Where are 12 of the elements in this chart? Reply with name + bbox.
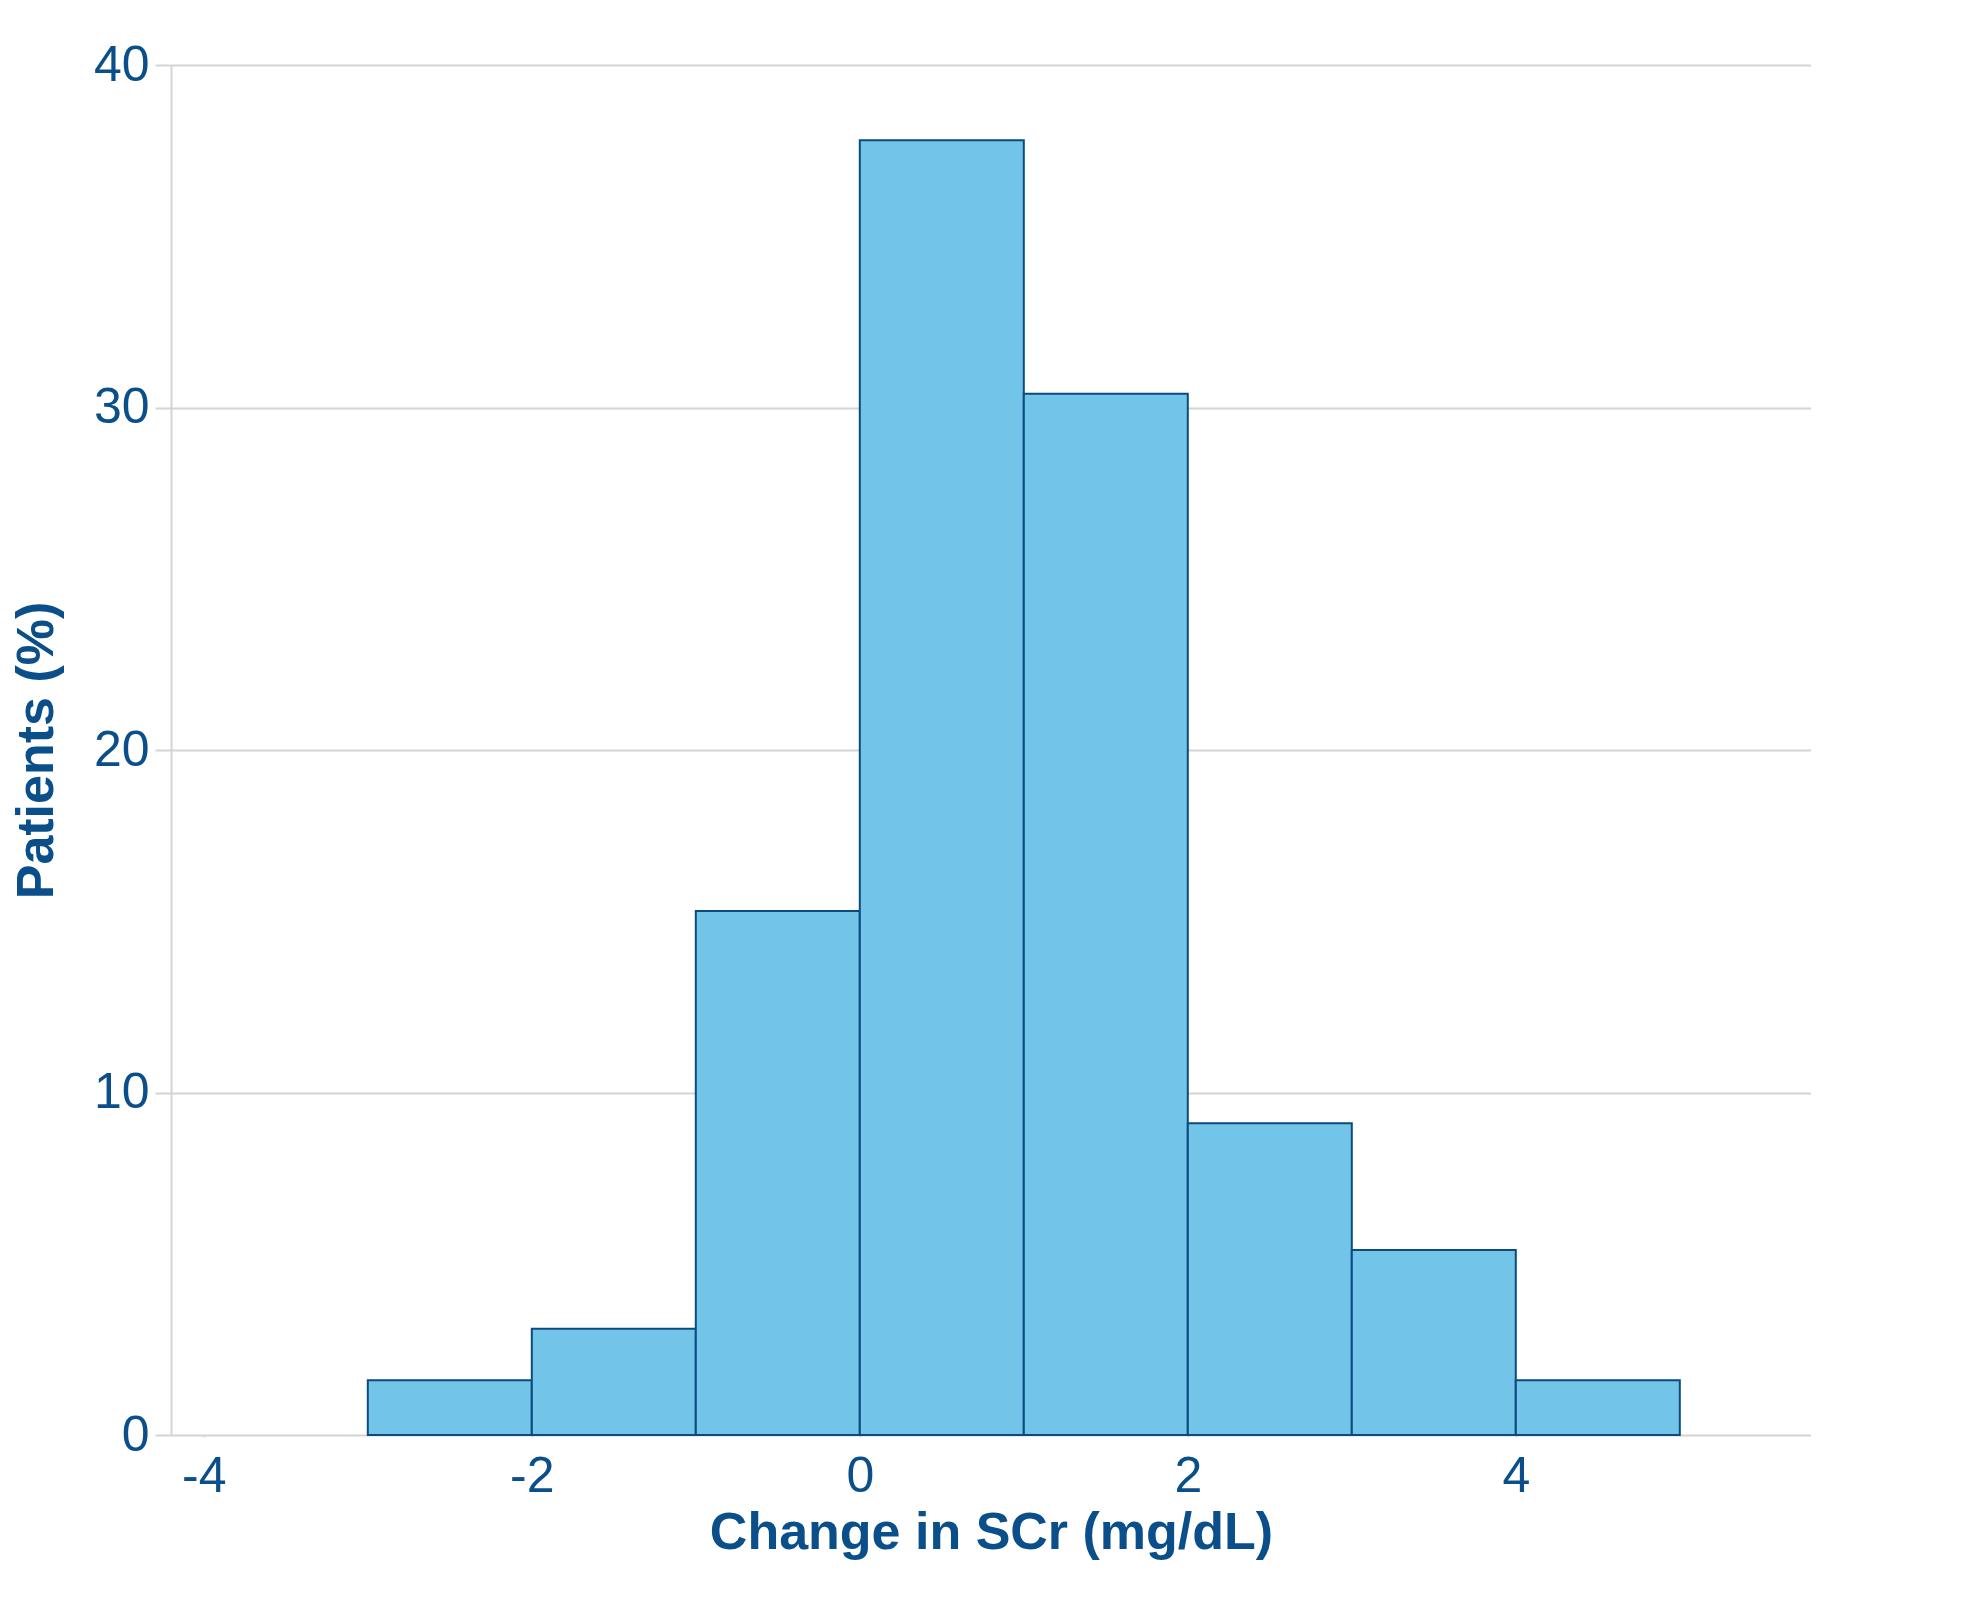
x-tick-label: 0	[846, 1446, 875, 1503]
y-tick-label: 0	[121, 1405, 150, 1462]
x-axis-title: Change in SCr (mg/dL)	[709, 1501, 1274, 1560]
x-tick-label: 4	[1502, 1446, 1531, 1503]
y-tick-label: 40	[93, 35, 150, 92]
x-tick-label: -2	[510, 1446, 555, 1503]
y-tick-label: 20	[93, 720, 150, 777]
x-tick-label: 2	[1174, 1446, 1203, 1503]
y-axis-title: Patients (%)	[5, 601, 64, 900]
y-tick-label: 30	[93, 378, 150, 434]
y-tick-label: 10	[93, 1063, 150, 1119]
x-tick-label: -4	[182, 1446, 227, 1503]
